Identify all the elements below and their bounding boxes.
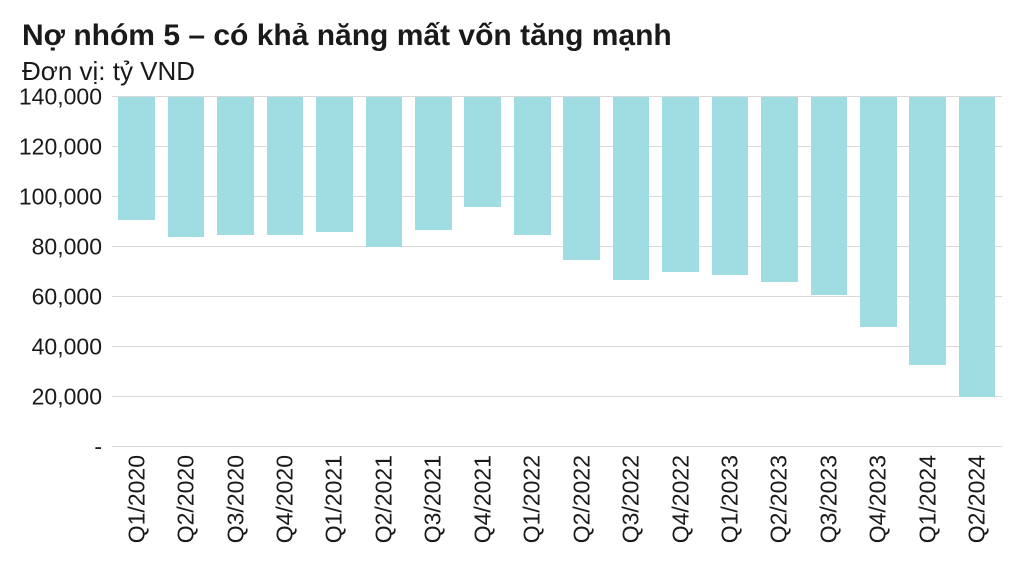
bar [217, 97, 254, 235]
x-label-cell: Q3/2020 [211, 447, 260, 587]
bar [563, 97, 600, 259]
bar [959, 97, 996, 397]
plot-area: -20,00040,00060,00080,000100,000120,0001… [112, 97, 1002, 447]
x-axis-label: Q4/2023 [865, 455, 892, 543]
x-label-cell: Q1/2022 [508, 447, 557, 587]
bar-column [161, 97, 210, 447]
bar [860, 97, 897, 327]
x-label-cell: Q4/2021 [458, 447, 507, 587]
x-axis-label: Q3/2022 [618, 455, 645, 543]
x-label-cell: Q4/2023 [854, 447, 903, 587]
x-label-cell: Q2/2023 [755, 447, 804, 587]
bar [761, 97, 798, 282]
y-axis-label: 40,000 [32, 334, 102, 361]
y-axis-label: 60,000 [32, 284, 102, 311]
x-label-cell: Q4/2022 [656, 447, 705, 587]
bar-column [310, 97, 359, 447]
x-axis-label: Q4/2020 [272, 455, 299, 543]
bar [118, 97, 155, 220]
x-axis-label: Q2/2022 [568, 455, 595, 543]
x-axis-label: Q2/2024 [964, 455, 991, 543]
bars-group [112, 97, 1002, 447]
bar [168, 97, 205, 237]
x-label-cell: Q2/2024 [952, 447, 1001, 587]
bar-column [705, 97, 754, 447]
bar-column [952, 97, 1001, 447]
x-axis-label: Q3/2020 [222, 455, 249, 543]
bar-column [359, 97, 408, 447]
chart-container: Nợ nhóm 5 – có khả năng mất vốn tăng mạn… [0, 0, 1025, 586]
y-axis-label: - [94, 434, 102, 461]
x-axis-label: Q1/2021 [321, 455, 348, 543]
bar [909, 97, 946, 365]
bar [267, 97, 304, 235]
x-label-cell: Q1/2020 [112, 447, 161, 587]
bar [712, 97, 749, 275]
bar-column [804, 97, 853, 447]
x-axis-label: Q1/2022 [519, 455, 546, 543]
x-axis-label: Q4/2021 [469, 455, 496, 543]
x-label-cell: Q2/2021 [359, 447, 408, 587]
x-label-cell: Q4/2020 [260, 447, 309, 587]
x-axis-label: Q2/2023 [766, 455, 793, 543]
x-label-cell: Q1/2021 [310, 447, 359, 587]
y-axis-label: 140,000 [19, 84, 102, 111]
bar [366, 97, 403, 247]
bar [316, 97, 353, 232]
bar-column [409, 97, 458, 447]
bar-column [656, 97, 705, 447]
bar-column [606, 97, 655, 447]
x-label-cell: Q1/2023 [705, 447, 754, 587]
x-axis-label: Q3/2023 [815, 455, 842, 543]
bar [613, 97, 650, 280]
x-axis-label: Q2/2020 [173, 455, 200, 543]
bar-column [112, 97, 161, 447]
bar [415, 97, 452, 230]
bar-column [508, 97, 557, 447]
x-label-cell: Q2/2020 [161, 447, 210, 587]
bar-column [903, 97, 952, 447]
chart-title: Nợ nhóm 5 – có khả năng mất vốn tăng mạn… [22, 18, 1003, 54]
bar [464, 97, 501, 207]
y-axis-label: 20,000 [32, 384, 102, 411]
y-axis-label: 100,000 [19, 184, 102, 211]
bar-column [854, 97, 903, 447]
y-axis-label: 80,000 [32, 234, 102, 261]
bar-column [755, 97, 804, 447]
x-label-cell: Q2/2022 [557, 447, 606, 587]
x-label-cell: Q3/2022 [606, 447, 655, 587]
x-label-cell: Q1/2024 [903, 447, 952, 587]
bar-column [557, 97, 606, 447]
x-axis-label: Q4/2022 [667, 455, 694, 543]
x-axis-label: Q1/2024 [914, 455, 941, 543]
bar [811, 97, 848, 295]
bar [662, 97, 699, 272]
x-label-cell: Q3/2023 [804, 447, 853, 587]
bar-column [211, 97, 260, 447]
x-axis-label: Q3/2021 [420, 455, 447, 543]
x-label-cell: Q3/2021 [409, 447, 458, 587]
x-axis-label: Q1/2020 [123, 455, 150, 543]
x-axis-label: Q1/2023 [716, 455, 743, 543]
x-axis-label: Q2/2021 [370, 455, 397, 543]
bar [514, 97, 551, 235]
y-axis-label: 120,000 [19, 134, 102, 161]
chart-subtitle: Đơn vị: tỷ VND [22, 56, 1003, 87]
bar-column [260, 97, 309, 447]
x-axis-labels: Q1/2020 Q2/2020 Q3/2020 Q4/2020 Q1/2021 Q2/20… [112, 447, 1002, 587]
bar-column [458, 97, 507, 447]
